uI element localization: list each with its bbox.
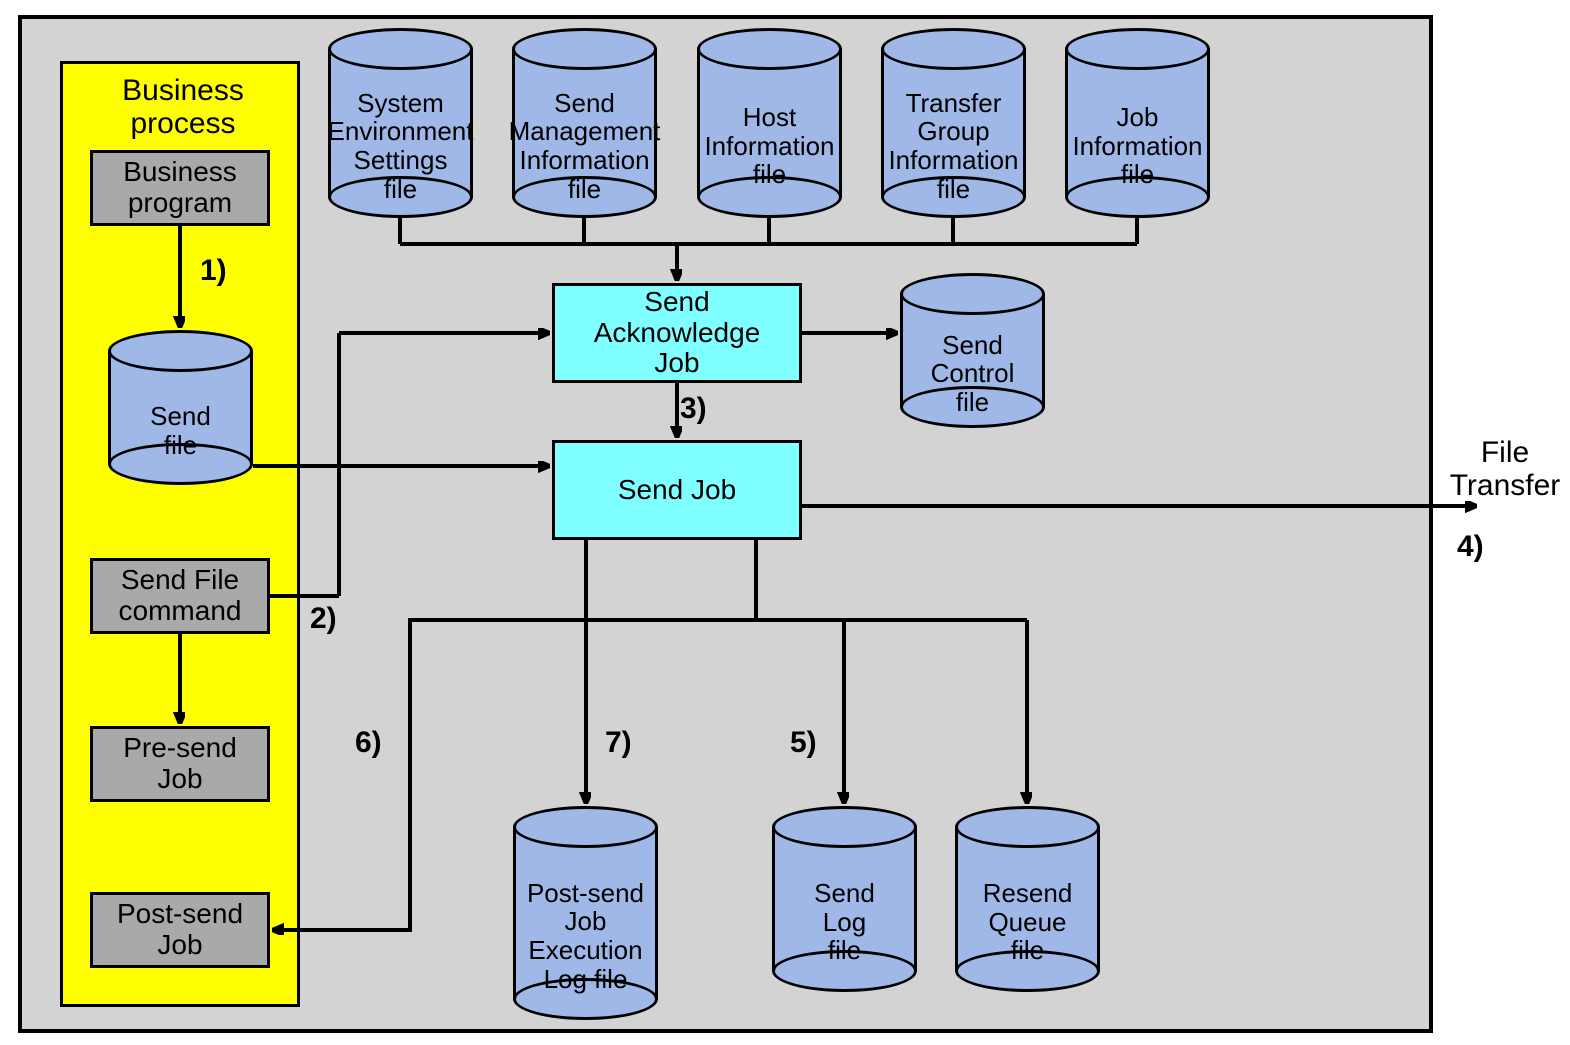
label: Send File: [121, 564, 239, 595]
label: command: [119, 595, 242, 626]
cylinder-label: Host Information file: [697, 74, 842, 218]
line: File: [1481, 436, 1529, 469]
cylinder-label: Send Management Information file: [512, 74, 657, 218]
cylinder-resend-queue: Resend Queue file: [955, 806, 1100, 992]
step-5: 5): [790, 726, 817, 760]
label: program: [128, 187, 232, 218]
cylinder-label: Resend Queue file: [955, 852, 1100, 992]
cylinder-host-info: Host Information file: [697, 28, 842, 218]
send-job-box: Send Job: [552, 440, 802, 540]
cylinder-label: Send Control file: [900, 319, 1045, 428]
cylinder-label: Job Information file: [1065, 74, 1210, 218]
cylinder-job-info: Job Information file: [1065, 28, 1210, 218]
cylinder-label: Send file: [108, 376, 253, 485]
label: Send: [644, 286, 709, 317]
send-acknowledge-job-box: Send Acknowledge Job: [552, 283, 802, 383]
step-6: 6): [355, 726, 382, 760]
step-7: 7): [605, 726, 632, 760]
line: Transfer: [1450, 469, 1561, 502]
cylinder-send-mgmt: Send Management Information file: [512, 28, 657, 218]
cylinder-label: Send Log file: [772, 852, 917, 992]
business-program-box: Business program: [90, 150, 270, 226]
cylinder-sys-env: System Environment Settings file: [328, 28, 473, 218]
post-send-job-box: Post-send Job: [90, 892, 270, 968]
label: Post-send: [117, 898, 243, 929]
cylinder-send-log: Send Log file: [772, 806, 917, 992]
label: Job: [157, 929, 202, 960]
step-4: 4): [1457, 530, 1484, 564]
label: Acknowledge: [594, 317, 761, 348]
panel-title-line2: process: [130, 107, 235, 140]
label: Business: [123, 156, 237, 187]
cylinder-label: Post-send Job Execution Log file: [513, 852, 658, 1020]
label: Pre-send: [123, 732, 237, 763]
step-2: 2): [310, 602, 337, 636]
label: Job: [157, 763, 202, 794]
step-1: 1): [200, 254, 227, 288]
diagram-canvas: Business process Business program Send F…: [0, 0, 1570, 1045]
label: Send Job: [618, 474, 736, 505]
cylinder-send-control: Send Control file: [900, 273, 1045, 428]
label: Job: [654, 347, 699, 378]
cylinder-label: Transfer Group Information file: [881, 74, 1026, 218]
panel-title-line1: Business: [122, 74, 244, 107]
pre-send-job-box: Pre-send Job: [90, 726, 270, 802]
cylinder-label: System Environment Settings file: [328, 74, 473, 218]
send-file-command-box: Send File command: [90, 558, 270, 634]
cylinder-send-file: Send file: [108, 330, 253, 485]
file-transfer-label: File Transfer: [1445, 436, 1565, 502]
cylinder-transfer-group: Transfer Group Information file: [881, 28, 1026, 218]
step-3: 3): [680, 392, 707, 426]
cylinder-post-exec-log: Post-send Job Execution Log file: [513, 806, 658, 1020]
panel-title: Business process: [63, 74, 303, 140]
